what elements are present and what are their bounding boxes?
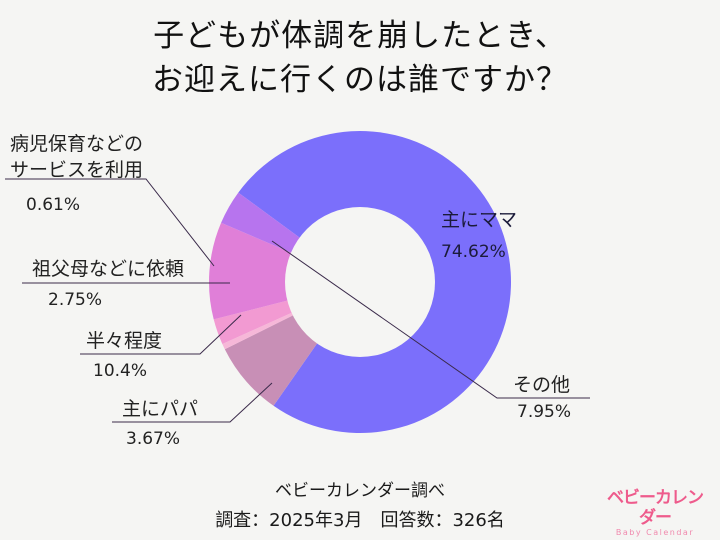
chart-title: 子どもが体調を崩したとき、 お迎えに行くのは誰ですか？ — [0, 14, 720, 102]
survey-info: 調査：2025年3月 回答数：326名 — [215, 510, 505, 531]
label-grandparents-pct: 2.75% — [48, 290, 103, 310]
label-mama-name: 主にママ — [441, 209, 518, 231]
leader-line-papa — [112, 382, 273, 423]
logo-text-en: Baby Calendar — [615, 528, 695, 537]
leader-line-sick-care — [5, 178, 215, 267]
label-papa-pct: 3.67% — [126, 429, 181, 449]
donut-hole — [285, 207, 435, 357]
source-note: ベビーカレンダー調べ — [275, 481, 445, 501]
logo-text-jp: ベビーカレンダー — [607, 488, 704, 528]
leader-line-half — [80, 314, 242, 355]
leader-line-other — [271, 240, 590, 399]
chart-title-line2: お迎えに行くのは誰ですか？ — [152, 62, 568, 98]
label-half-pct: 10.4% — [93, 361, 148, 381]
label-other-name: その他 — [513, 374, 571, 396]
label-half-name: 半々程度 — [86, 330, 163, 352]
chart-title-line1: 子どもが体調を崩したとき、 — [153, 18, 567, 54]
label-mama-pct: 74.62% — [441, 242, 506, 262]
label-other-pct: 7.95% — [517, 402, 572, 422]
label-sick-care-name-1: 病児保育などの — [10, 133, 144, 155]
label-grandparents-name: 祖父母などに依頼 — [32, 258, 185, 280]
slice-half — [209, 222, 360, 320]
baby-calendar-logo: ベビーカレンダー Baby Calendar — [600, 488, 710, 538]
label-papa-name: 主にパパ — [122, 398, 199, 420]
leader-lines — [5, 178, 590, 423]
label-sick-care: 病児保育などの サービスを利用 — [10, 132, 143, 182]
label-sick-care-name-2: サービスを利用 — [10, 159, 144, 181]
label-sick-care-pct: 0.61% — [26, 195, 81, 215]
